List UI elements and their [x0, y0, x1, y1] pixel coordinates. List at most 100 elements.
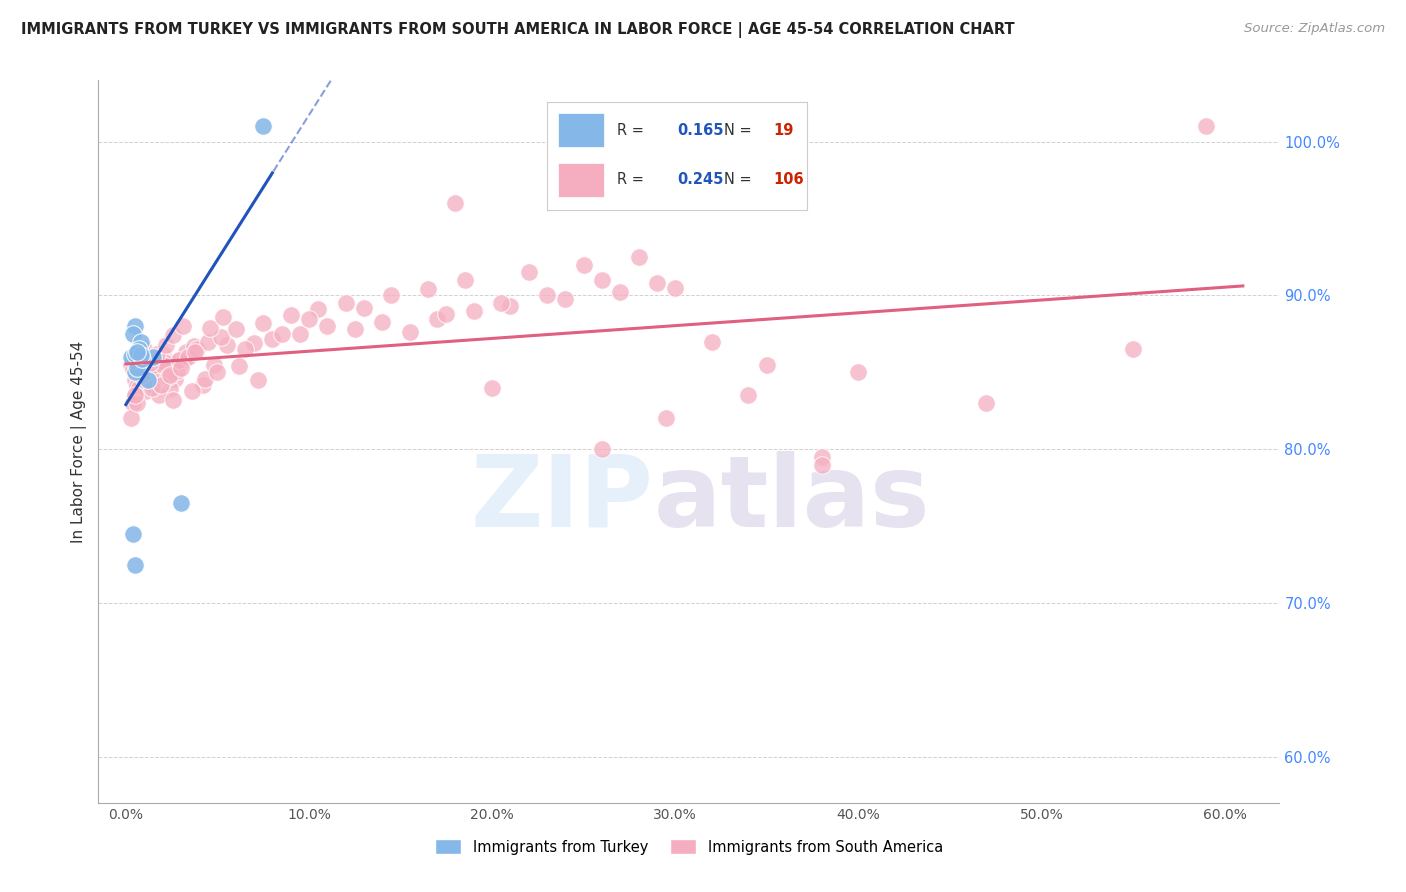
- Point: [353, 301, 375, 315]
- Point: [124, 388, 146, 402]
- Point: [335, 296, 357, 310]
- Legend: Immigrants from Turkey, Immigrants from South America: Immigrants from Turkey, Immigrants from …: [429, 833, 949, 861]
- Point: [141, 351, 163, 366]
- Point: [170, 496, 193, 510]
- Point: [124, 347, 146, 361]
- Point: [129, 368, 152, 383]
- Point: [194, 371, 217, 385]
- Point: [215, 337, 238, 351]
- Point: [122, 526, 145, 541]
- Point: [129, 334, 152, 349]
- Point: [183, 339, 205, 353]
- Point: [156, 362, 179, 376]
- Point: [270, 326, 292, 341]
- Point: [463, 304, 485, 318]
- Point: [416, 282, 439, 296]
- Point: [243, 336, 266, 351]
- Point: [755, 358, 778, 372]
- Point: [122, 362, 145, 376]
- Point: [197, 334, 219, 349]
- Point: [136, 373, 159, 387]
- Point: [810, 450, 832, 464]
- Point: [180, 384, 202, 398]
- Point: [645, 276, 668, 290]
- Text: IMMIGRANTS FROM TURKEY VS IMMIGRANTS FROM SOUTH AMERICA IN LABOR FORCE | AGE 45-: IMMIGRANTS FROM TURKEY VS IMMIGRANTS FRO…: [21, 22, 1015, 38]
- Point: [146, 375, 169, 389]
- Point: [280, 309, 302, 323]
- Point: [481, 381, 503, 395]
- Point: [298, 311, 321, 326]
- Point: [228, 359, 250, 374]
- Point: [149, 376, 172, 391]
- Point: [131, 351, 153, 366]
- Point: [124, 558, 146, 572]
- Point: [976, 396, 998, 410]
- Y-axis label: In Labor Force | Age 45-54: In Labor Force | Age 45-54: [72, 341, 87, 542]
- Point: [162, 328, 184, 343]
- Point: [591, 442, 613, 457]
- Point: [135, 348, 157, 362]
- Point: [124, 388, 146, 402]
- Point: [426, 311, 449, 326]
- Point: [142, 354, 165, 368]
- Point: [128, 364, 150, 378]
- Point: [165, 371, 187, 385]
- Point: [209, 330, 232, 344]
- Point: [148, 367, 170, 381]
- Point: [166, 364, 188, 378]
- Point: [307, 302, 329, 317]
- Point: [120, 411, 142, 425]
- Point: [491, 296, 513, 310]
- Point: [125, 379, 148, 393]
- Point: [124, 319, 146, 334]
- Point: [135, 384, 157, 398]
- Point: [207, 365, 229, 379]
- Point: [664, 281, 686, 295]
- Point: [138, 370, 160, 384]
- Point: [155, 337, 177, 351]
- Point: [212, 310, 235, 324]
- Point: [444, 196, 467, 211]
- Point: [846, 365, 869, 379]
- Point: [517, 265, 540, 279]
- Point: [131, 350, 153, 364]
- Point: [536, 288, 558, 302]
- Point: [153, 354, 176, 368]
- Point: [177, 350, 200, 364]
- Point: [371, 315, 394, 329]
- Point: [173, 353, 195, 368]
- Point: [159, 368, 181, 383]
- Point: [149, 377, 172, 392]
- Point: [125, 358, 148, 372]
- Point: [627, 250, 650, 264]
- Point: [1122, 343, 1144, 357]
- Text: ZIP: ZIP: [471, 450, 654, 548]
- Point: [453, 273, 475, 287]
- Point: [141, 381, 163, 395]
- Point: [142, 350, 165, 364]
- Point: [120, 358, 142, 372]
- Point: [128, 343, 150, 357]
- Point: [186, 343, 208, 357]
- Point: [131, 368, 153, 383]
- Point: [160, 356, 183, 370]
- Point: [380, 288, 402, 302]
- Point: [152, 347, 174, 361]
- Point: [134, 343, 156, 357]
- Point: [136, 360, 159, 375]
- Point: [129, 348, 152, 362]
- Point: [125, 360, 148, 375]
- Point: [700, 334, 723, 349]
- Point: [152, 358, 174, 372]
- Point: [122, 353, 145, 368]
- Text: Source: ZipAtlas.com: Source: ZipAtlas.com: [1244, 22, 1385, 36]
- Point: [131, 365, 153, 379]
- Point: [134, 358, 156, 372]
- Point: [124, 373, 146, 387]
- Point: [143, 365, 166, 379]
- Point: [655, 411, 678, 425]
- Point: [810, 458, 832, 472]
- Point: [176, 345, 198, 359]
- Point: [191, 377, 214, 392]
- Point: [125, 396, 148, 410]
